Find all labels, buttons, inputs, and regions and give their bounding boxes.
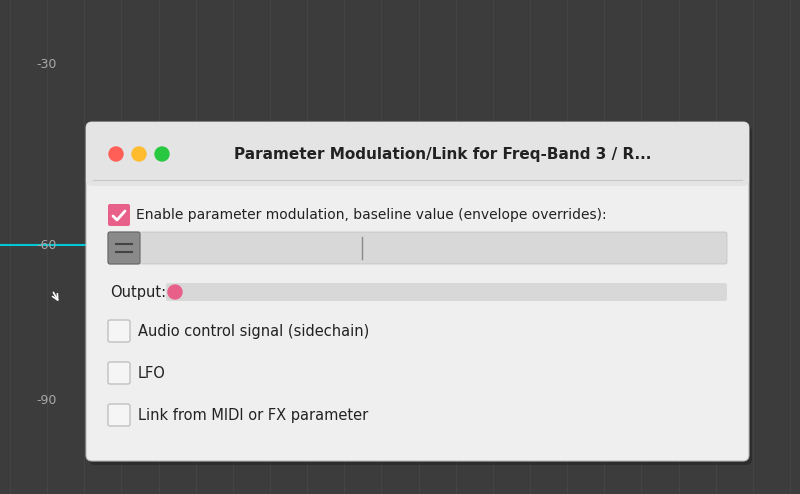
FancyBboxPatch shape bbox=[89, 126, 752, 465]
Text: -30: -30 bbox=[37, 58, 57, 72]
Circle shape bbox=[168, 285, 182, 299]
FancyBboxPatch shape bbox=[108, 232, 140, 264]
FancyBboxPatch shape bbox=[108, 362, 130, 384]
FancyBboxPatch shape bbox=[108, 320, 130, 342]
Text: Parameter Modulation/Link for Freq-Band 3 / R...: Parameter Modulation/Link for Freq-Band … bbox=[234, 147, 651, 162]
FancyBboxPatch shape bbox=[108, 232, 727, 264]
FancyBboxPatch shape bbox=[108, 204, 130, 226]
FancyBboxPatch shape bbox=[86, 122, 749, 186]
Text: -90: -90 bbox=[37, 394, 57, 407]
FancyBboxPatch shape bbox=[166, 283, 727, 301]
FancyBboxPatch shape bbox=[93, 154, 742, 182]
FancyBboxPatch shape bbox=[86, 122, 749, 461]
Circle shape bbox=[155, 147, 169, 161]
Text: Output:: Output: bbox=[110, 285, 166, 299]
Text: Link from MIDI or FX parameter: Link from MIDI or FX parameter bbox=[138, 408, 368, 422]
FancyBboxPatch shape bbox=[108, 404, 130, 426]
Text: Audio control signal (sidechain): Audio control signal (sidechain) bbox=[138, 324, 370, 338]
Text: -60: -60 bbox=[37, 239, 57, 251]
Text: LFO: LFO bbox=[138, 366, 166, 380]
Text: Enable parameter modulation, baseline value (envelope overrides):: Enable parameter modulation, baseline va… bbox=[136, 208, 606, 222]
Circle shape bbox=[109, 147, 123, 161]
Circle shape bbox=[132, 147, 146, 161]
